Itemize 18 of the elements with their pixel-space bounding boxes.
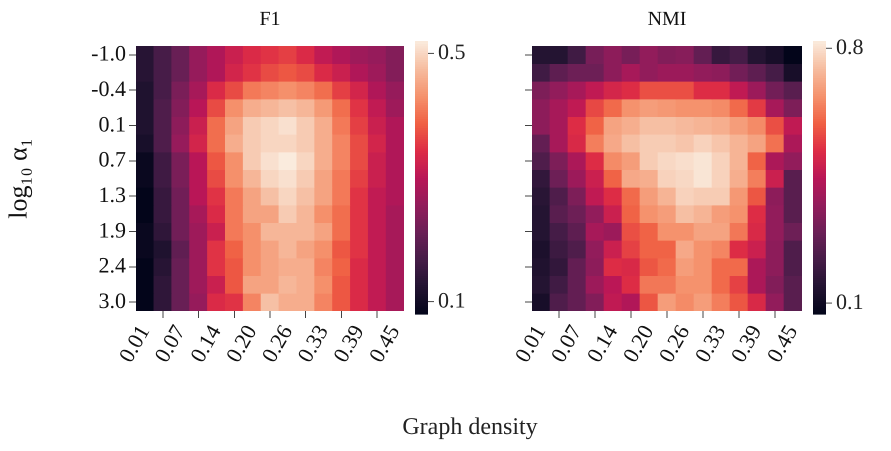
y-tick-label: 1.3: [98, 182, 126, 207]
color-bar-label: 0.1: [438, 287, 466, 312]
chart-title: F1: [259, 8, 281, 30]
x-tick-label: 0.01: [509, 320, 550, 366]
color-bar-label: 0.1: [836, 288, 864, 314]
y-axis-title: log₁₀ α₁: [3, 138, 32, 219]
color-bar-label: 0.8: [836, 34, 864, 60]
y-tick-label: 2.4: [98, 252, 126, 278]
x-tick-label: 0.01: [113, 320, 154, 366]
y-tick-label: 0.7: [98, 146, 126, 172]
color-bar-label: 0.5: [438, 39, 466, 64]
y-tick-label: -1.0: [91, 40, 126, 66]
y-tick-label: 3.0: [98, 288, 126, 313]
y-tick-label: -0.4: [91, 76, 126, 101]
y-tick-label: 0.1: [98, 111, 126, 136]
y-tick-label: 1.9: [98, 217, 126, 242]
chart-title: NMI: [648, 8, 686, 30]
x-axis-title: Graph density: [401, 414, 539, 441]
